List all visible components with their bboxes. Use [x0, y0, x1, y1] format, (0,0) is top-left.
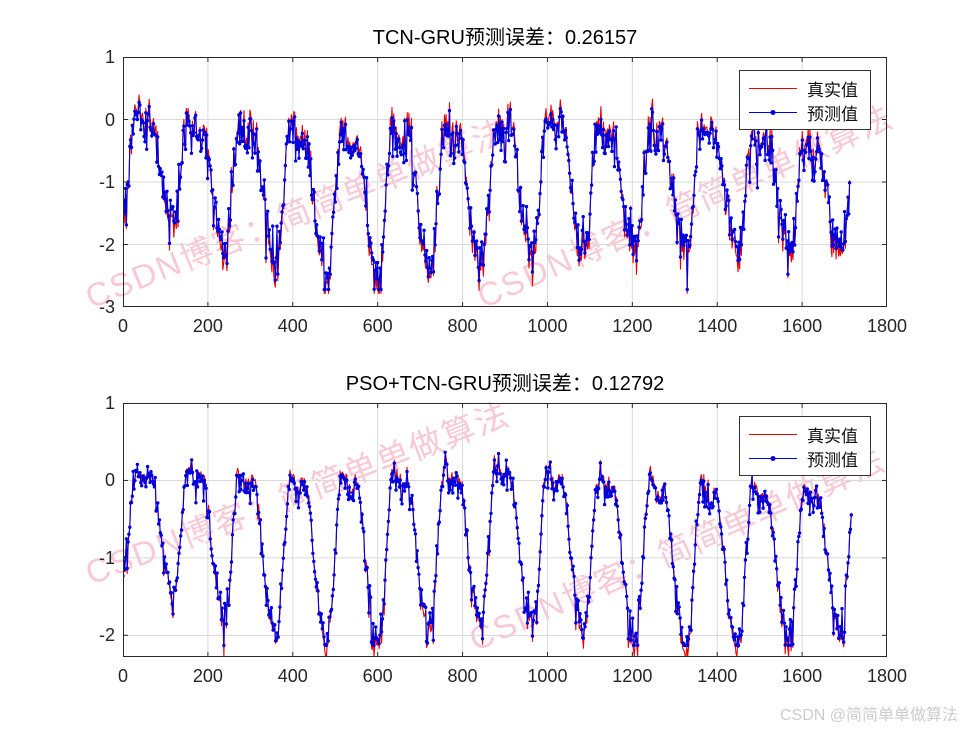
legend-label: 预测值: [807, 104, 858, 124]
x-tick-label: 1600: [782, 316, 823, 336]
x-tick-label: 1800: [866, 316, 908, 336]
x-tick-label: 0: [117, 666, 128, 686]
y-tick-label: 1: [104, 393, 115, 413]
x-tick-label: 600: [362, 316, 393, 336]
legend-entry: 真实值: [749, 422, 858, 446]
x-tick-label: 200: [192, 316, 223, 336]
plot-area: 真实值 预测值: [123, 57, 887, 307]
y-tick-label: -1: [98, 172, 115, 192]
x-tick-label: 1800: [866, 666, 908, 686]
y-tick-label: -2: [98, 625, 115, 646]
x-tick-label: 1000: [527, 316, 568, 336]
legend-line-sample: [749, 87, 797, 89]
plot-title: TCN-GRU预测误差：0.26157: [372, 27, 638, 49]
legend-entry: 真实值: [749, 76, 858, 100]
y-tick-label: -2: [98, 234, 115, 255]
x-tick-label: 400: [277, 316, 308, 336]
x-tick-label: 1400: [697, 666, 738, 686]
x-tick-label: 1400: [697, 316, 738, 336]
legend-marker-dot-icon: [770, 109, 776, 115]
legend-line-sample: [749, 455, 797, 461]
x-tick-label: 1600: [782, 666, 823, 686]
legend-line-sample: [749, 433, 797, 435]
legend-marker-dot-icon: [770, 455, 776, 461]
plot-area: 真实值 预测值: [123, 403, 887, 657]
footer-credit: CSDN @简简单单做算法: [779, 707, 958, 724]
x-tick-label: 800: [447, 666, 478, 686]
x-tick-label: 1200: [612, 666, 653, 686]
y-tick-label: 0: [104, 470, 115, 491]
plot-svg: [123, 403, 887, 657]
y-tick-label: -3: [98, 297, 115, 317]
x-tick-label: 1000: [527, 666, 568, 686]
x-tick-label: 600: [362, 666, 393, 686]
y-tick-label: 1: [104, 47, 115, 67]
legend-entry: 预测值: [749, 446, 858, 470]
plot-svg: [123, 57, 887, 307]
legend-label: 真实值: [807, 80, 858, 100]
y-tick-label: 0: [104, 109, 115, 130]
subplot-pso-tcn-gru: PSO+TCN-GRU预测误差：0.12792 真实值 预测值 1 0 -1 -2 0 20…: [99, 373, 907, 686]
x-tick-label: 400: [277, 666, 308, 686]
x-tick-label: 800: [447, 316, 478, 336]
legend-line-sample: [749, 109, 797, 115]
x-tick-label: 0: [117, 316, 128, 336]
plot-title: PSO+TCN-GRU预测误差：0.12792: [345, 373, 665, 395]
legend: 真实值 预测值: [739, 70, 871, 130]
legend-label: 真实值: [807, 426, 858, 446]
y-tick-label: -1: [98, 547, 115, 568]
x-tick-label: 200: [192, 666, 223, 686]
legend-label: 预测值: [807, 450, 858, 470]
legend: 真实值 预测值: [739, 416, 871, 476]
legend-entry: 预测值: [749, 100, 858, 124]
x-tick-label: 1200: [612, 316, 653, 336]
subplot-tcn-gru: TCN-GRU预测误差：0.26157 真实值 预测值 1 0 -1 -2 -3 0 200 4…: [99, 27, 907, 336]
